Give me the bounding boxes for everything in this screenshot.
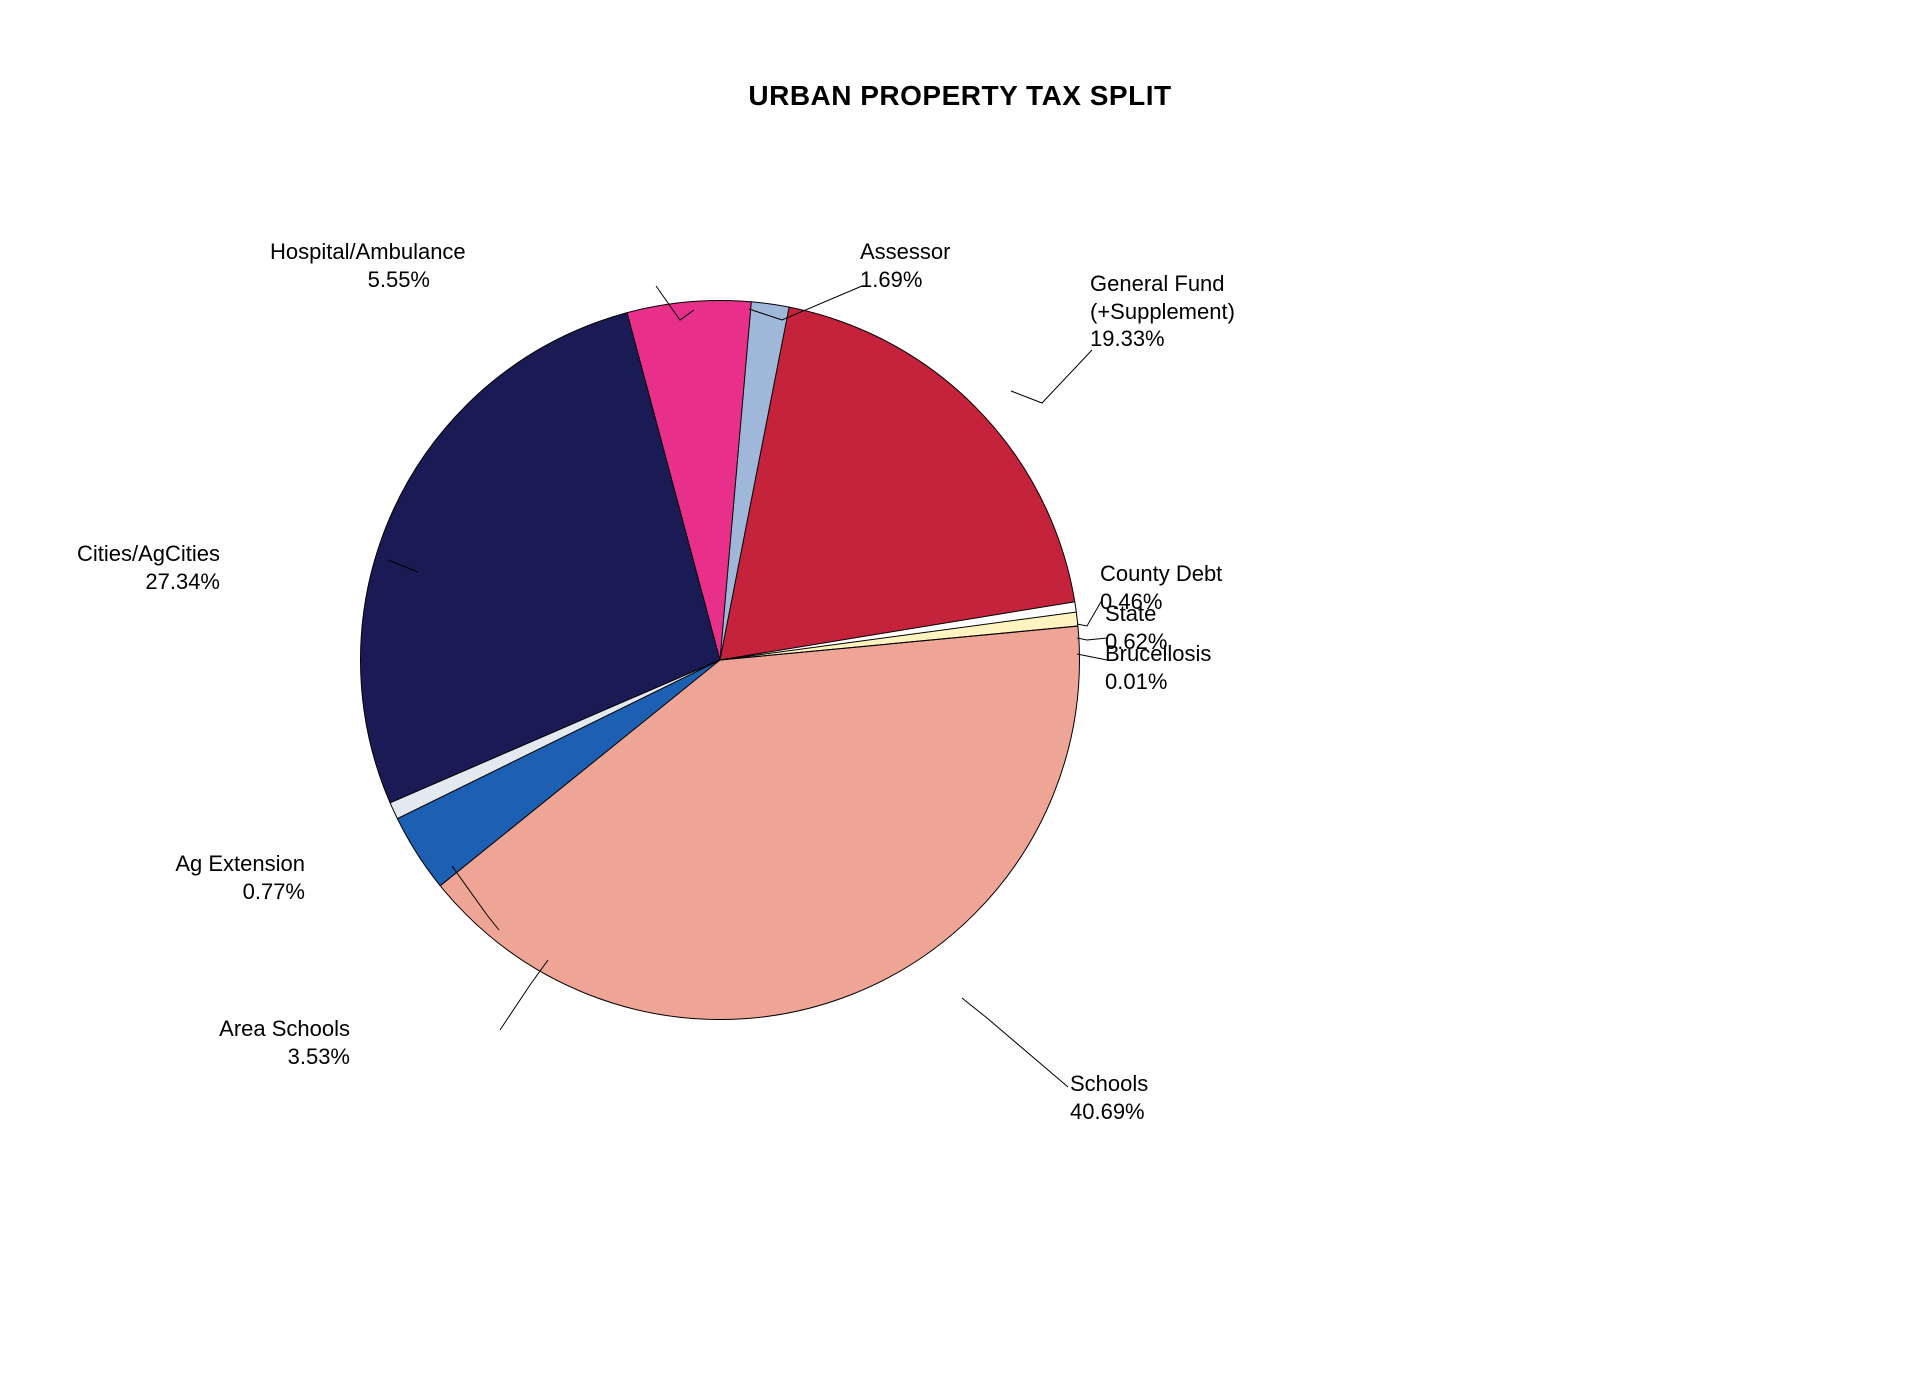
slice-label-name: State (1105, 601, 1156, 626)
slice-label: Hospital/Ambulance5.55% (270, 238, 430, 293)
slice-label-name: Area Schools (219, 1016, 350, 1041)
slice-label-name: Ag Extension (175, 851, 305, 876)
slice-label-pct: 27.34% (60, 568, 220, 596)
slice-label-name: General Fund (+Supplement) (1090, 271, 1235, 324)
chart-title: URBAN PROPERTY TAX SPLIT (0, 80, 1920, 112)
slice-label-name: Cities/AgCities (77, 541, 220, 566)
slice-label: Ag Extension0.77% (145, 850, 305, 905)
slice-label-pct: 40.69% (1070, 1098, 1148, 1126)
slice-label: Schools40.69% (1070, 1070, 1148, 1125)
slice-label-name: Assessor (860, 239, 950, 264)
slice-label-name: County Debt (1100, 561, 1222, 586)
pie-chart (360, 300, 1080, 1020)
slice-label-name: Schools (1070, 1071, 1148, 1096)
slice-label: Brucellosis0.01% (1105, 640, 1211, 695)
slice-label-pct: 19.33% (1090, 325, 1235, 353)
slice-label: Assessor1.69% (860, 238, 950, 293)
slice-label: Area Schools3.53% (190, 1015, 350, 1070)
slice-label-pct: 0.77% (145, 878, 305, 906)
slice-label-pct: 5.55% (270, 266, 430, 294)
slice-label-name: Brucellosis (1105, 641, 1211, 666)
slice-label-pct: 3.53% (190, 1043, 350, 1071)
slice-label-pct: 0.01% (1105, 668, 1211, 696)
slice-label: General Fund (+Supplement)19.33% (1090, 270, 1235, 353)
slice-label: Cities/AgCities27.34% (60, 540, 220, 595)
slice-label-pct: 1.69% (860, 266, 950, 294)
slice-label-name: Hospital/Ambulance (270, 239, 466, 264)
pie-disc (360, 300, 1080, 1020)
